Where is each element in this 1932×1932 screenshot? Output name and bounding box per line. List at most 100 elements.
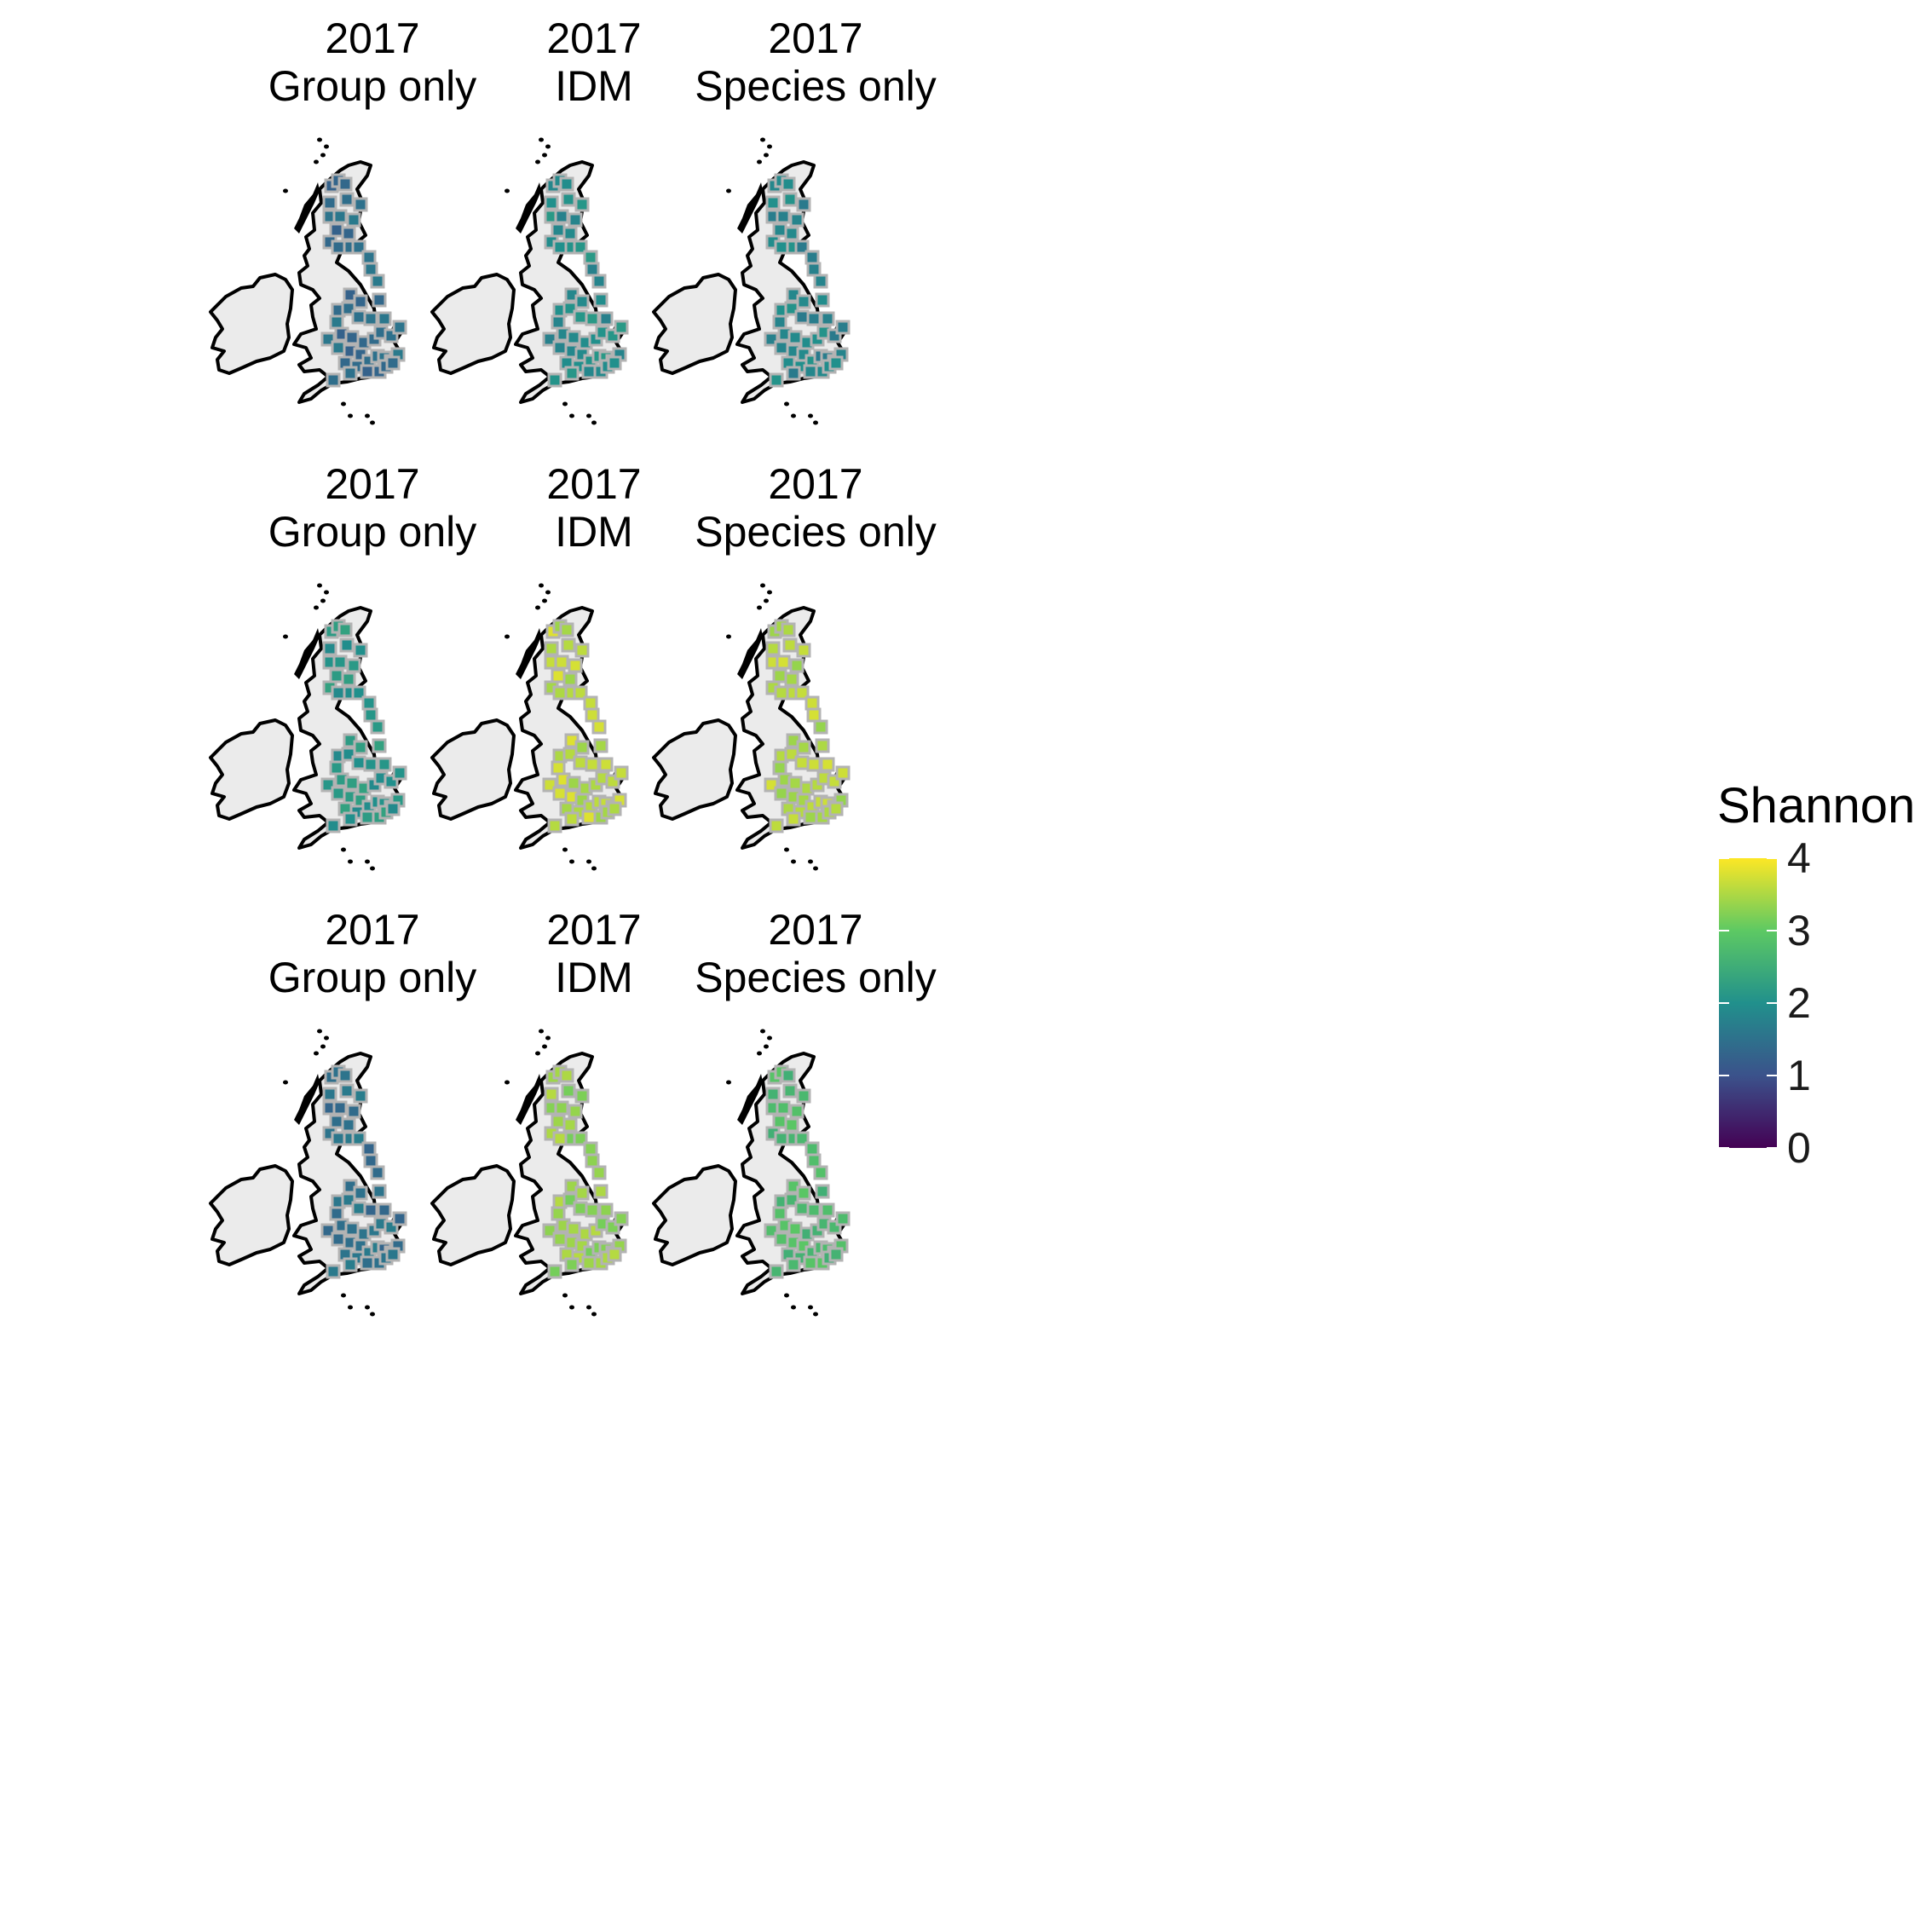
site-cell <box>341 1117 356 1133</box>
site-cell <box>583 1141 598 1156</box>
site-cell <box>796 740 811 755</box>
site-cell <box>361 695 377 711</box>
site-cell <box>787 330 803 345</box>
island-mark <box>813 420 818 425</box>
island-mark <box>320 598 326 603</box>
panel-year-label: 2017 <box>546 906 641 954</box>
island-mark <box>348 859 353 864</box>
panel-model-label: IDM <box>555 508 633 556</box>
site-cell <box>341 226 356 241</box>
island-mark <box>586 1305 591 1310</box>
site-cell <box>337 176 353 192</box>
site-cell <box>551 1114 566 1129</box>
site-cell <box>329 1114 344 1129</box>
site-cell <box>607 801 622 816</box>
site-cell <box>786 366 801 381</box>
site-cell <box>835 765 851 781</box>
site-cell <box>377 1202 392 1218</box>
site-cell <box>806 1153 822 1168</box>
site-cell <box>551 1206 566 1221</box>
site-cell <box>385 355 401 371</box>
site-cell <box>781 176 796 192</box>
island-mark <box>283 1080 288 1085</box>
site-cell <box>774 786 789 801</box>
island-mark <box>370 420 375 425</box>
site-cell <box>343 811 358 827</box>
island-mark <box>784 401 789 407</box>
ireland-outline <box>209 273 294 375</box>
island-mark <box>764 598 769 603</box>
site-cell <box>813 1165 828 1180</box>
panel-year-label: 2017 <box>768 906 862 954</box>
island-mark <box>586 413 591 418</box>
site-cell <box>351 755 366 770</box>
site-cell <box>815 738 830 753</box>
island-mark <box>726 634 731 639</box>
ireland-outline <box>652 718 737 821</box>
site-cell <box>363 311 378 326</box>
site-cell <box>566 330 581 345</box>
island-mark <box>317 1029 322 1034</box>
site-cell <box>772 1114 787 1129</box>
site-cell <box>591 274 607 289</box>
site-cell <box>377 757 392 772</box>
site-cell <box>786 811 801 827</box>
island-mark <box>784 1293 789 1298</box>
panel-model-label: Species only <box>695 62 937 110</box>
panel-model-label: Group only <box>268 508 477 556</box>
site-cell <box>794 1201 810 1216</box>
site-cell <box>551 668 566 683</box>
site-cell <box>593 1184 608 1199</box>
site-cell <box>552 1231 568 1247</box>
site-cell <box>787 776 803 791</box>
site-cell <box>363 757 378 772</box>
hebrides-outline <box>737 628 763 679</box>
site-cell <box>787 1221 803 1237</box>
site-cell <box>573 1201 588 1216</box>
site-cell <box>343 1257 358 1272</box>
site-cell <box>794 309 810 325</box>
island-mark <box>808 413 813 418</box>
site-cell <box>782 192 798 207</box>
site-cell <box>559 176 574 192</box>
island-mark <box>569 413 574 418</box>
site-cell <box>581 1255 597 1271</box>
site-cell <box>329 1206 344 1221</box>
site-cell <box>573 755 588 770</box>
ireland-outline <box>430 718 516 821</box>
site-cell <box>574 1185 590 1201</box>
island-mark <box>767 144 772 149</box>
site-cell <box>322 1087 337 1102</box>
colorbar-tick-label: 0 <box>1787 1124 1811 1172</box>
site-cell <box>564 366 580 381</box>
ireland-outline <box>652 273 737 375</box>
site-cell <box>828 1247 844 1262</box>
site-cell <box>574 643 590 658</box>
island-mark <box>813 1312 818 1317</box>
island-mark <box>320 153 326 158</box>
island-mark <box>562 847 568 852</box>
site-cell <box>568 1104 583 1119</box>
site-cell <box>331 1231 346 1247</box>
island-mark <box>760 583 765 588</box>
site-cell <box>329 314 344 330</box>
island-mark <box>317 583 322 588</box>
site-cell <box>339 637 355 653</box>
site-cell <box>585 757 600 772</box>
site-cell <box>765 641 781 656</box>
panel-model-label: Group only <box>268 954 477 1001</box>
site-cell <box>377 311 392 326</box>
site-cell <box>774 340 789 355</box>
site-cell <box>562 1117 578 1133</box>
site-cell <box>322 641 337 656</box>
site-cell <box>360 1255 375 1271</box>
site-cell <box>574 740 590 755</box>
panel-year-label: 2017 <box>546 14 641 62</box>
site-cell <box>769 818 784 833</box>
island-mark <box>283 634 288 639</box>
site-cell <box>337 622 353 637</box>
island-mark <box>505 1080 510 1085</box>
